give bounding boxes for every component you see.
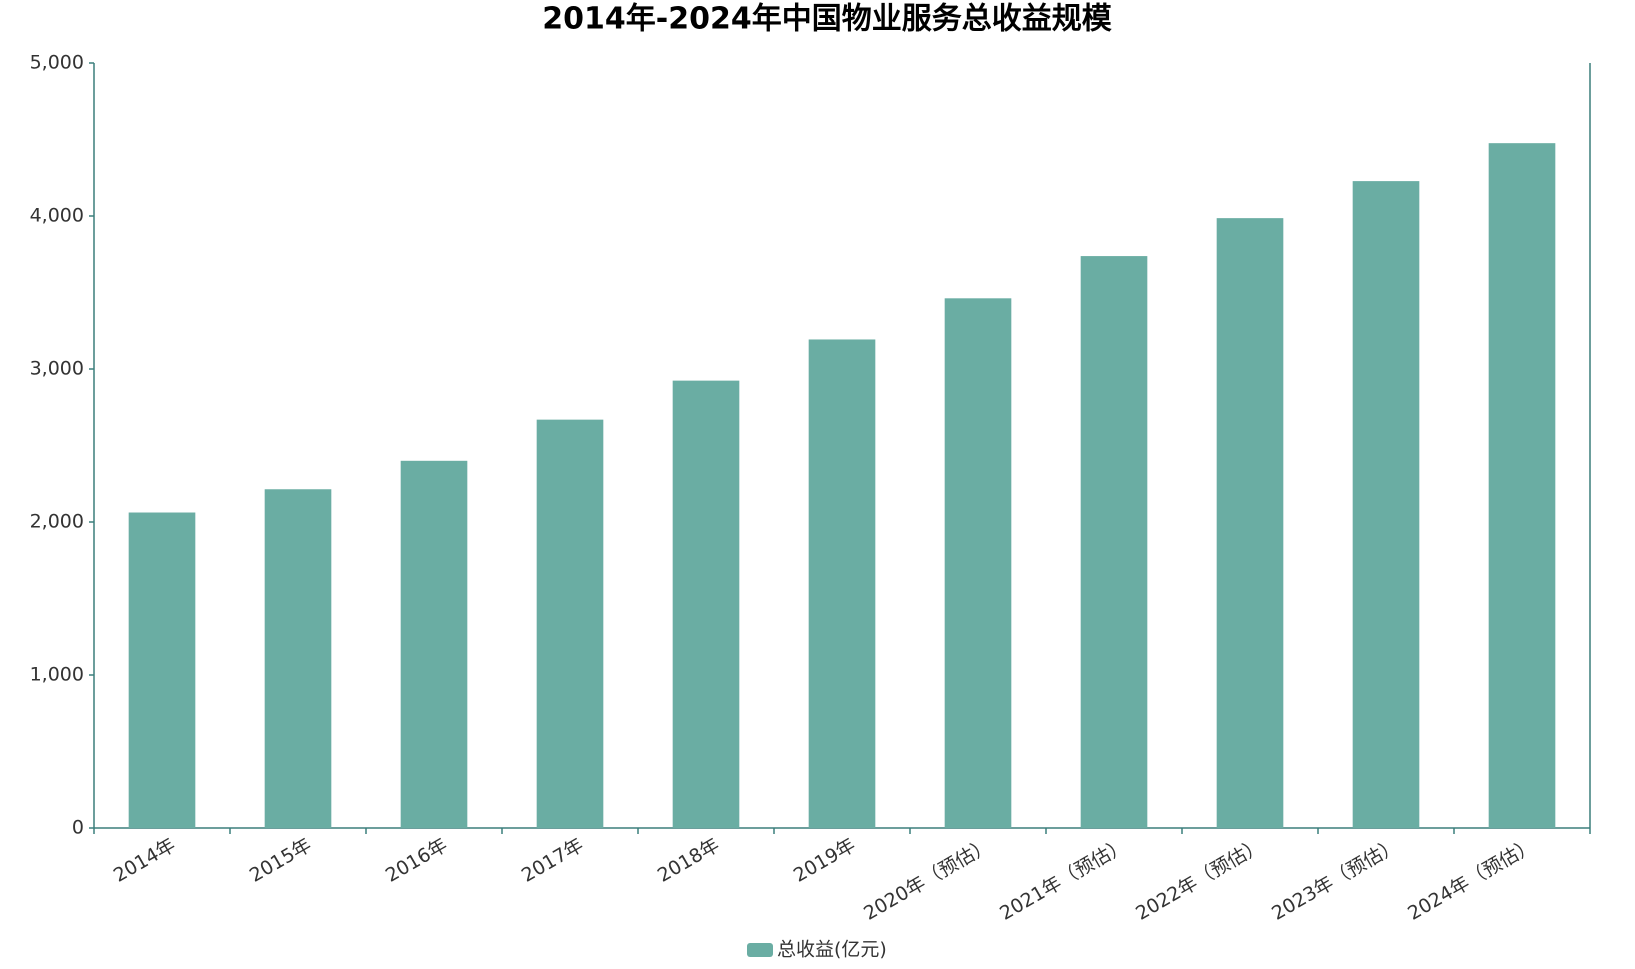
bar [128,512,196,828]
x-tick-label: 2021年（预估） [996,834,1131,925]
bar [672,380,740,828]
y-tick-label: 1,000 [30,664,84,686]
x-tick-label: 2023年（预估） [1268,834,1403,925]
bar [400,460,468,828]
legend-label: 总收益(亿元) [777,939,887,961]
bar [944,298,1012,829]
x-tick-label: 2014年 [110,834,179,887]
bar [1080,256,1148,828]
x-tick-label: 2016年 [382,834,451,887]
bar [1216,218,1284,829]
x-tick-label: 2019年 [790,834,859,887]
x-tick-label: 2018年 [654,834,723,887]
y-tick-label: 3,000 [30,358,84,380]
y-tick-label: 2,000 [30,511,84,533]
x-tick-label: 2022年（预估） [1132,834,1267,925]
bar [264,489,332,828]
y-tick-label: 0 [72,817,84,839]
legend-swatch [747,943,773,957]
x-tick-label: 2024年（预估） [1404,834,1539,925]
bar [1488,143,1556,828]
bar [536,419,604,828]
x-tick-label: 2020年（预估） [860,834,995,925]
x-tick-label: 2017年 [518,834,587,887]
chart-title: 2014年-2024年中国物业服务总收益规模 [542,2,1111,37]
y-tick-label: 4,000 [30,205,84,227]
y-tick-label: 5,000 [30,52,84,74]
bar [1352,181,1420,829]
bar [808,339,876,828]
x-tick-label: 2015年 [246,834,315,887]
